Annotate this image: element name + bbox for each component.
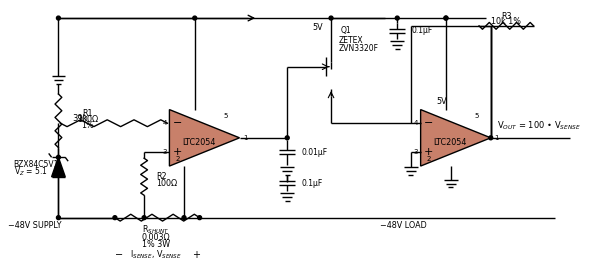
Text: 1: 1 xyxy=(243,135,248,141)
Text: −48V LOAD: −48V LOAD xyxy=(380,221,426,230)
Text: 0.1μF: 0.1μF xyxy=(302,179,323,188)
Text: −48V SUPPLY: −48V SUPPLY xyxy=(8,221,61,230)
Text: ZVN3320F: ZVN3320F xyxy=(339,44,379,53)
Text: −: − xyxy=(173,118,182,128)
Text: +: + xyxy=(192,250,200,260)
Text: 1%: 1% xyxy=(81,121,94,130)
Circle shape xyxy=(57,155,60,159)
Text: V$_{OUT}$ = 100 • V$_{SENSE}$: V$_{OUT}$ = 100 • V$_{SENSE}$ xyxy=(497,119,581,132)
Text: ZETEX: ZETEX xyxy=(339,36,364,45)
Text: LTC2054: LTC2054 xyxy=(182,138,216,147)
Text: 5: 5 xyxy=(224,113,228,119)
Polygon shape xyxy=(421,110,491,166)
Text: LTC2054: LTC2054 xyxy=(433,138,466,147)
Text: 100Ω: 100Ω xyxy=(77,115,98,124)
Polygon shape xyxy=(51,157,65,177)
Text: 10k 1%: 10k 1% xyxy=(491,18,521,26)
Text: 5V: 5V xyxy=(437,97,447,106)
Text: −: − xyxy=(115,250,123,260)
Text: 5V: 5V xyxy=(313,23,323,32)
Circle shape xyxy=(198,216,202,220)
Text: I$_{SENSE}$, V$_{SENSE}$: I$_{SENSE}$, V$_{SENSE}$ xyxy=(130,248,182,261)
Text: 0.003Ω: 0.003Ω xyxy=(141,233,170,242)
Text: Q1: Q1 xyxy=(341,26,352,35)
Text: BZX84C5V1: BZX84C5V1 xyxy=(14,160,59,169)
Text: 1: 1 xyxy=(494,135,499,141)
Circle shape xyxy=(489,136,493,140)
Text: R3: R3 xyxy=(501,12,512,20)
Circle shape xyxy=(193,16,196,20)
Text: 4: 4 xyxy=(414,120,418,126)
Text: 100Ω: 100Ω xyxy=(156,179,177,188)
Circle shape xyxy=(285,136,289,140)
Text: +: + xyxy=(173,147,182,157)
Circle shape xyxy=(329,16,333,20)
Text: +: + xyxy=(424,147,433,157)
Text: R$_{SHUNT}$: R$_{SHUNT}$ xyxy=(142,223,170,236)
Circle shape xyxy=(142,216,146,220)
Circle shape xyxy=(182,216,186,220)
Circle shape xyxy=(444,16,448,20)
Polygon shape xyxy=(170,110,239,166)
Text: V$_Z$ = 5.1: V$_Z$ = 5.1 xyxy=(14,166,47,178)
Circle shape xyxy=(113,216,117,220)
Text: 0.1μF: 0.1μF xyxy=(412,26,433,35)
Circle shape xyxy=(444,16,448,20)
Text: −: − xyxy=(424,118,433,128)
Text: 1% 3W: 1% 3W xyxy=(141,240,170,250)
Text: R1: R1 xyxy=(82,109,93,118)
Circle shape xyxy=(395,16,399,20)
Circle shape xyxy=(57,16,60,20)
Text: 5: 5 xyxy=(475,113,479,119)
Text: 39k: 39k xyxy=(72,114,88,123)
Text: R2: R2 xyxy=(156,172,167,181)
Text: 3: 3 xyxy=(414,149,418,155)
Text: 4: 4 xyxy=(162,120,167,126)
Circle shape xyxy=(57,216,60,220)
Text: 3: 3 xyxy=(162,149,167,155)
Text: 2: 2 xyxy=(175,156,179,162)
Text: 2: 2 xyxy=(426,156,430,162)
Text: 0.01μF: 0.01μF xyxy=(302,148,328,157)
